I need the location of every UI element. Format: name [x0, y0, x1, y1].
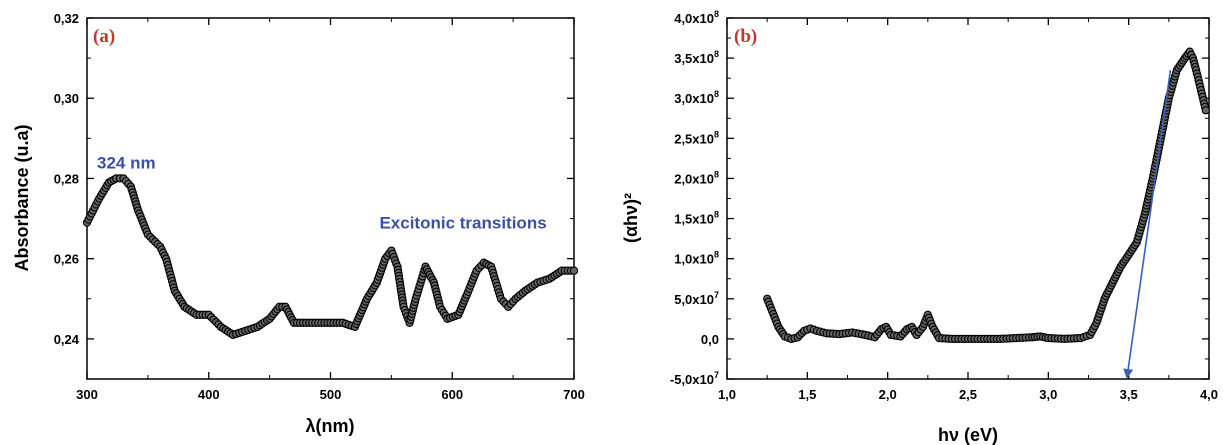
excitonic-annotation: Excitonic transitions [379, 214, 546, 233]
y-tick-label-b: 3,0x108 [674, 89, 719, 106]
y-tick-label-b: 2,0x108 [674, 169, 719, 186]
data-series-b [763, 47, 1210, 344]
panel-b: 1,0 1,5 2,0 2,5 3,0 3,5 4,0 -5,0x107 0,0 5,0x107 1… [621, 9, 1218, 445]
x-tick-label-a: 400 [198, 387, 220, 402]
peak-annotation: 324 nm [97, 153, 156, 172]
y-tick-label-b: -5,0x107 [670, 370, 719, 387]
panel-label-a: (a) [93, 26, 115, 47]
y-tick-label-a: 0,24 [54, 332, 80, 347]
plot-frame-b [726, 17, 1210, 380]
x-tick-label-b: 3,5 [1120, 387, 1138, 402]
x-tick-label-a: 600 [441, 387, 463, 402]
x-axis-title-a: λ(nm) [306, 416, 355, 436]
y-tick-label-b: 4,0x108 [674, 9, 719, 26]
y-tick-label-a: 0,26 [54, 252, 79, 267]
x-tick-label-a: 300 [76, 387, 98, 402]
y-tick-label-a: 0,28 [54, 171, 79, 186]
x-axis-title-b: hν (eV) [938, 425, 998, 445]
y-tick-label-b: 3,5x108 [674, 49, 719, 66]
y-tick-label-b: 1,0x108 [674, 250, 719, 267]
y-tick-label-b: 2,5x108 [674, 129, 719, 146]
tauc-fit-line [1123, 70, 1172, 379]
data-point-a [569, 266, 579, 275]
panel-label-b: (b) [734, 26, 757, 47]
data-series-a [82, 174, 579, 340]
axis-ticks-a: 300 400 500 600 700 0,24 0,26 0,28 0,30 0,32 [54, 11, 585, 402]
y-axis-title-b: (αhν)² [621, 193, 641, 243]
y-axis-title-a: Absorbance (u.a) [12, 124, 32, 271]
x-tick-label-b: 3,0 [1039, 387, 1057, 402]
x-tick-label-a: 500 [320, 387, 342, 402]
y-tick-label-a: 0,32 [54, 11, 79, 26]
x-tick-label-b: 1,0 [718, 387, 736, 402]
axis-ticks-b: 1,0 1,5 2,0 2,5 3,0 3,5 4,0 -5,0x107 0,0 5,0x107 1… [670, 9, 1218, 402]
x-tick-label-b: 1,5 [798, 387, 816, 402]
x-tick-label-a: 700 [563, 387, 585, 402]
x-tick-label-b: 2,0 [879, 387, 897, 402]
y-tick-label-b: 0,0 [701, 332, 719, 347]
x-tick-label-b: 2,5 [959, 387, 977, 402]
y-tick-label-b: 1,5x108 [674, 210, 719, 227]
y-tick-label-b: 5,0x107 [674, 290, 719, 307]
x-tick-label-b: 4,0 [1200, 387, 1218, 402]
data-point-b [1201, 106, 1210, 115]
y-tick-label-a: 0,30 [54, 91, 79, 106]
